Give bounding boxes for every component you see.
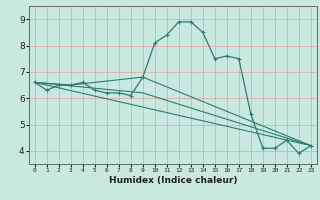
X-axis label: Humidex (Indice chaleur): Humidex (Indice chaleur) xyxy=(108,176,237,185)
